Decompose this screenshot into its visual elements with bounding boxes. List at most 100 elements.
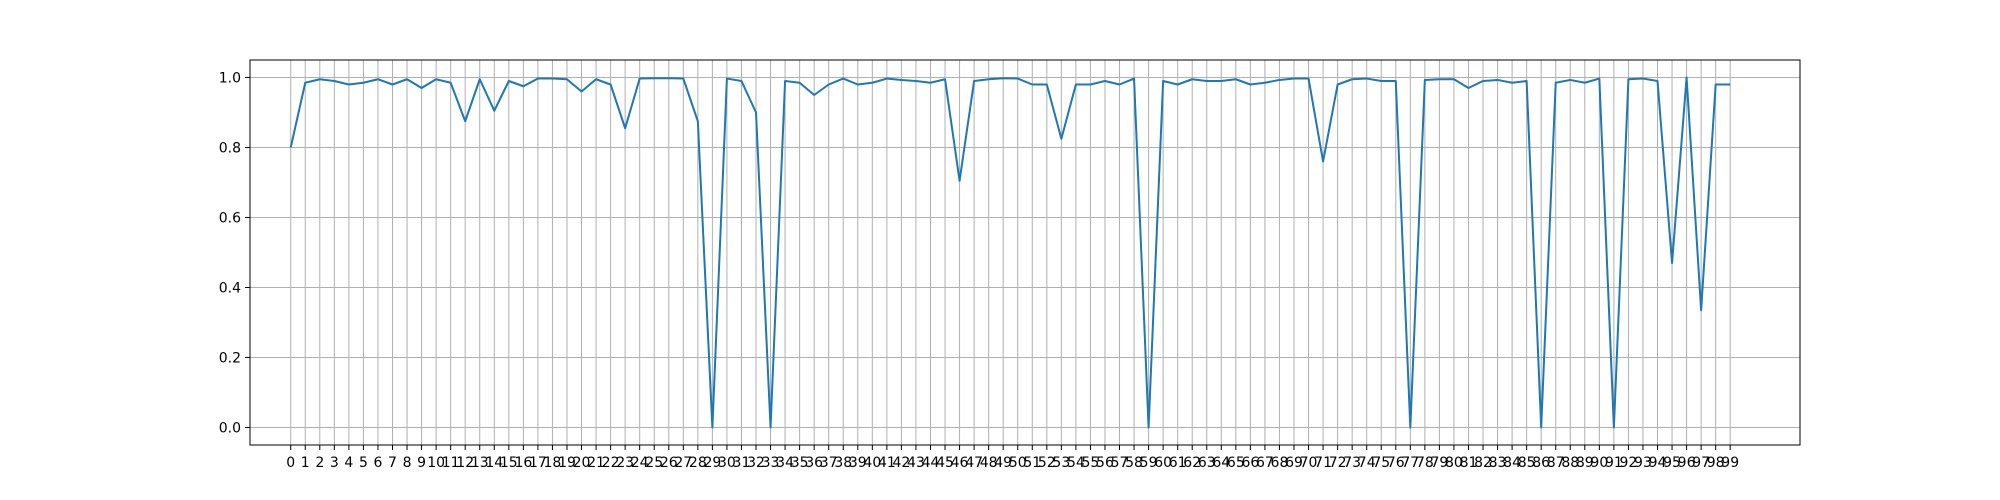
x-tick-label: 64 bbox=[1212, 455, 1230, 471]
x-tick-label: 88 bbox=[1561, 455, 1579, 471]
x-tick-label: 67 bbox=[1256, 455, 1274, 471]
x-tick-label: 7 bbox=[388, 455, 397, 471]
x-tick-label: 84 bbox=[1503, 455, 1521, 471]
x-tick-label: 92 bbox=[1620, 455, 1638, 471]
x-gridlines bbox=[290, 60, 1731, 445]
x-tick-label: 4 bbox=[344, 455, 353, 471]
x-tick-label: 32 bbox=[747, 455, 765, 471]
x-tick-label: 98 bbox=[1707, 455, 1725, 471]
x-tick-label: 52 bbox=[1038, 455, 1056, 471]
x-tick-label: 37 bbox=[820, 455, 838, 471]
x-tick-label: 51 bbox=[1023, 455, 1041, 471]
x-tick-label: 72 bbox=[1329, 455, 1347, 471]
x-axis-ticks: 0 1 2 3 4 5 6 7 8 9 101112131415161718192021222324… bbox=[286, 445, 1739, 471]
x-tick-label: 58 bbox=[1125, 455, 1143, 471]
x-tick-label: 61 bbox=[1169, 455, 1187, 471]
x-tick-label: 12 bbox=[456, 455, 474, 471]
x-tick-label: 23 bbox=[616, 455, 634, 471]
x-tick-label: 95 bbox=[1663, 455, 1681, 471]
x-tick-label: 53 bbox=[1052, 455, 1070, 471]
x-tick-label: 15 bbox=[500, 455, 518, 471]
x-tick-label: 8 bbox=[403, 455, 412, 471]
x-tick-label: 22 bbox=[602, 455, 620, 471]
x-tick-label: 93 bbox=[1634, 455, 1652, 471]
x-tick-label: 0 bbox=[286, 455, 295, 471]
x-tick-label: 3 bbox=[330, 455, 339, 471]
axes-frame bbox=[249, 59, 1801, 446]
x-tick-label: 49 bbox=[994, 455, 1012, 471]
x-tick-label: 11 bbox=[442, 455, 460, 471]
x-tick-label: 71 bbox=[1314, 455, 1332, 471]
x-tick-label: 10 bbox=[427, 455, 445, 471]
x-tick-label: 77 bbox=[1401, 455, 1419, 471]
x-tick-label: 55 bbox=[1082, 455, 1100, 471]
x-tick-label: 50 bbox=[1009, 455, 1027, 471]
series-line bbox=[289, 76, 1731, 429]
x-tick-label: 73 bbox=[1343, 455, 1361, 471]
x-tick-label: 41 bbox=[878, 455, 896, 471]
x-tick-label: 42 bbox=[892, 455, 910, 471]
x-tick-label: 46 bbox=[951, 455, 969, 471]
x-tick-label: 44 bbox=[922, 455, 940, 471]
x-tick-label: 75 bbox=[1372, 455, 1390, 471]
x-tick-label: 68 bbox=[1271, 455, 1289, 471]
x-tick-label: 69 bbox=[1285, 455, 1303, 471]
y-axis-ticks: 0.0 0.2 0.4 0.6 0.8 1.0 bbox=[219, 71, 250, 437]
x-tick-label: 31 bbox=[733, 455, 751, 471]
y-tick-label: 0.4 bbox=[219, 281, 241, 297]
x-tick-label: 5 bbox=[359, 455, 368, 471]
y-tick-label: 0.0 bbox=[219, 421, 241, 437]
x-tick-label: 74 bbox=[1358, 455, 1376, 471]
x-tick-label: 62 bbox=[1183, 455, 1201, 471]
x-tick-label: 86 bbox=[1532, 455, 1550, 471]
x-tick-label: 40 bbox=[863, 455, 881, 471]
x-tick-label: 63 bbox=[1198, 455, 1216, 471]
x-tick-label: 13 bbox=[471, 455, 489, 471]
x-tick-label: 24 bbox=[631, 455, 649, 471]
x-tick-label: 60 bbox=[1154, 455, 1172, 471]
y-tick-label: 1.0 bbox=[219, 71, 241, 87]
x-tick-label: 76 bbox=[1387, 455, 1405, 471]
x-tick-label: 48 bbox=[980, 455, 998, 471]
x-tick-label: 83 bbox=[1489, 455, 1507, 471]
x-tick-label: 28 bbox=[689, 455, 707, 471]
x-tick-label: 1 bbox=[301, 455, 310, 471]
x-tick-label: 21 bbox=[587, 455, 605, 471]
x-tick-label: 25 bbox=[645, 455, 663, 471]
x-tick-label: 66 bbox=[1241, 455, 1259, 471]
x-tick-label: 90 bbox=[1590, 455, 1608, 471]
x-tick-label: 18 bbox=[544, 455, 562, 471]
x-tick-label: 17 bbox=[529, 455, 547, 471]
x-tick-label: 78 bbox=[1416, 455, 1434, 471]
x-tick-label: 97 bbox=[1692, 455, 1710, 471]
y-tick-label: 0.2 bbox=[219, 351, 241, 367]
x-tick-label: 94 bbox=[1649, 455, 1667, 471]
x-tick-label: 54 bbox=[1067, 455, 1085, 471]
x-tick-label: 59 bbox=[1140, 455, 1158, 471]
x-tick-label: 35 bbox=[791, 455, 809, 471]
x-tick-label: 16 bbox=[514, 455, 532, 471]
x-tick-label: 82 bbox=[1474, 455, 1492, 471]
x-tick-label: 19 bbox=[558, 455, 576, 471]
x-tick-label: 39 bbox=[849, 455, 867, 471]
x-tick-label: 85 bbox=[1518, 455, 1536, 471]
x-tick-label: 33 bbox=[762, 455, 780, 471]
x-tick-label: 81 bbox=[1460, 455, 1478, 471]
x-tick-label: 79 bbox=[1430, 455, 1448, 471]
x-tick-label: 2 bbox=[315, 455, 324, 471]
y-tick-label: 0.6 bbox=[219, 211, 241, 227]
x-tick-label: 96 bbox=[1678, 455, 1696, 471]
y-gridlines bbox=[250, 77, 1800, 428]
x-tick-label: 26 bbox=[660, 455, 678, 471]
x-tick-label: 6 bbox=[373, 455, 382, 471]
x-tick-label: 43 bbox=[907, 455, 925, 471]
x-tick-label: 14 bbox=[485, 455, 503, 471]
x-tick-label: 80 bbox=[1445, 455, 1463, 471]
x-tick-label: 99 bbox=[1721, 455, 1739, 471]
x-tick-label: 91 bbox=[1605, 455, 1623, 471]
x-tick-label: 20 bbox=[573, 455, 591, 471]
x-tick-label: 36 bbox=[805, 455, 823, 471]
x-tick-label: 38 bbox=[834, 455, 852, 471]
x-tick-label: 9 bbox=[417, 455, 426, 471]
